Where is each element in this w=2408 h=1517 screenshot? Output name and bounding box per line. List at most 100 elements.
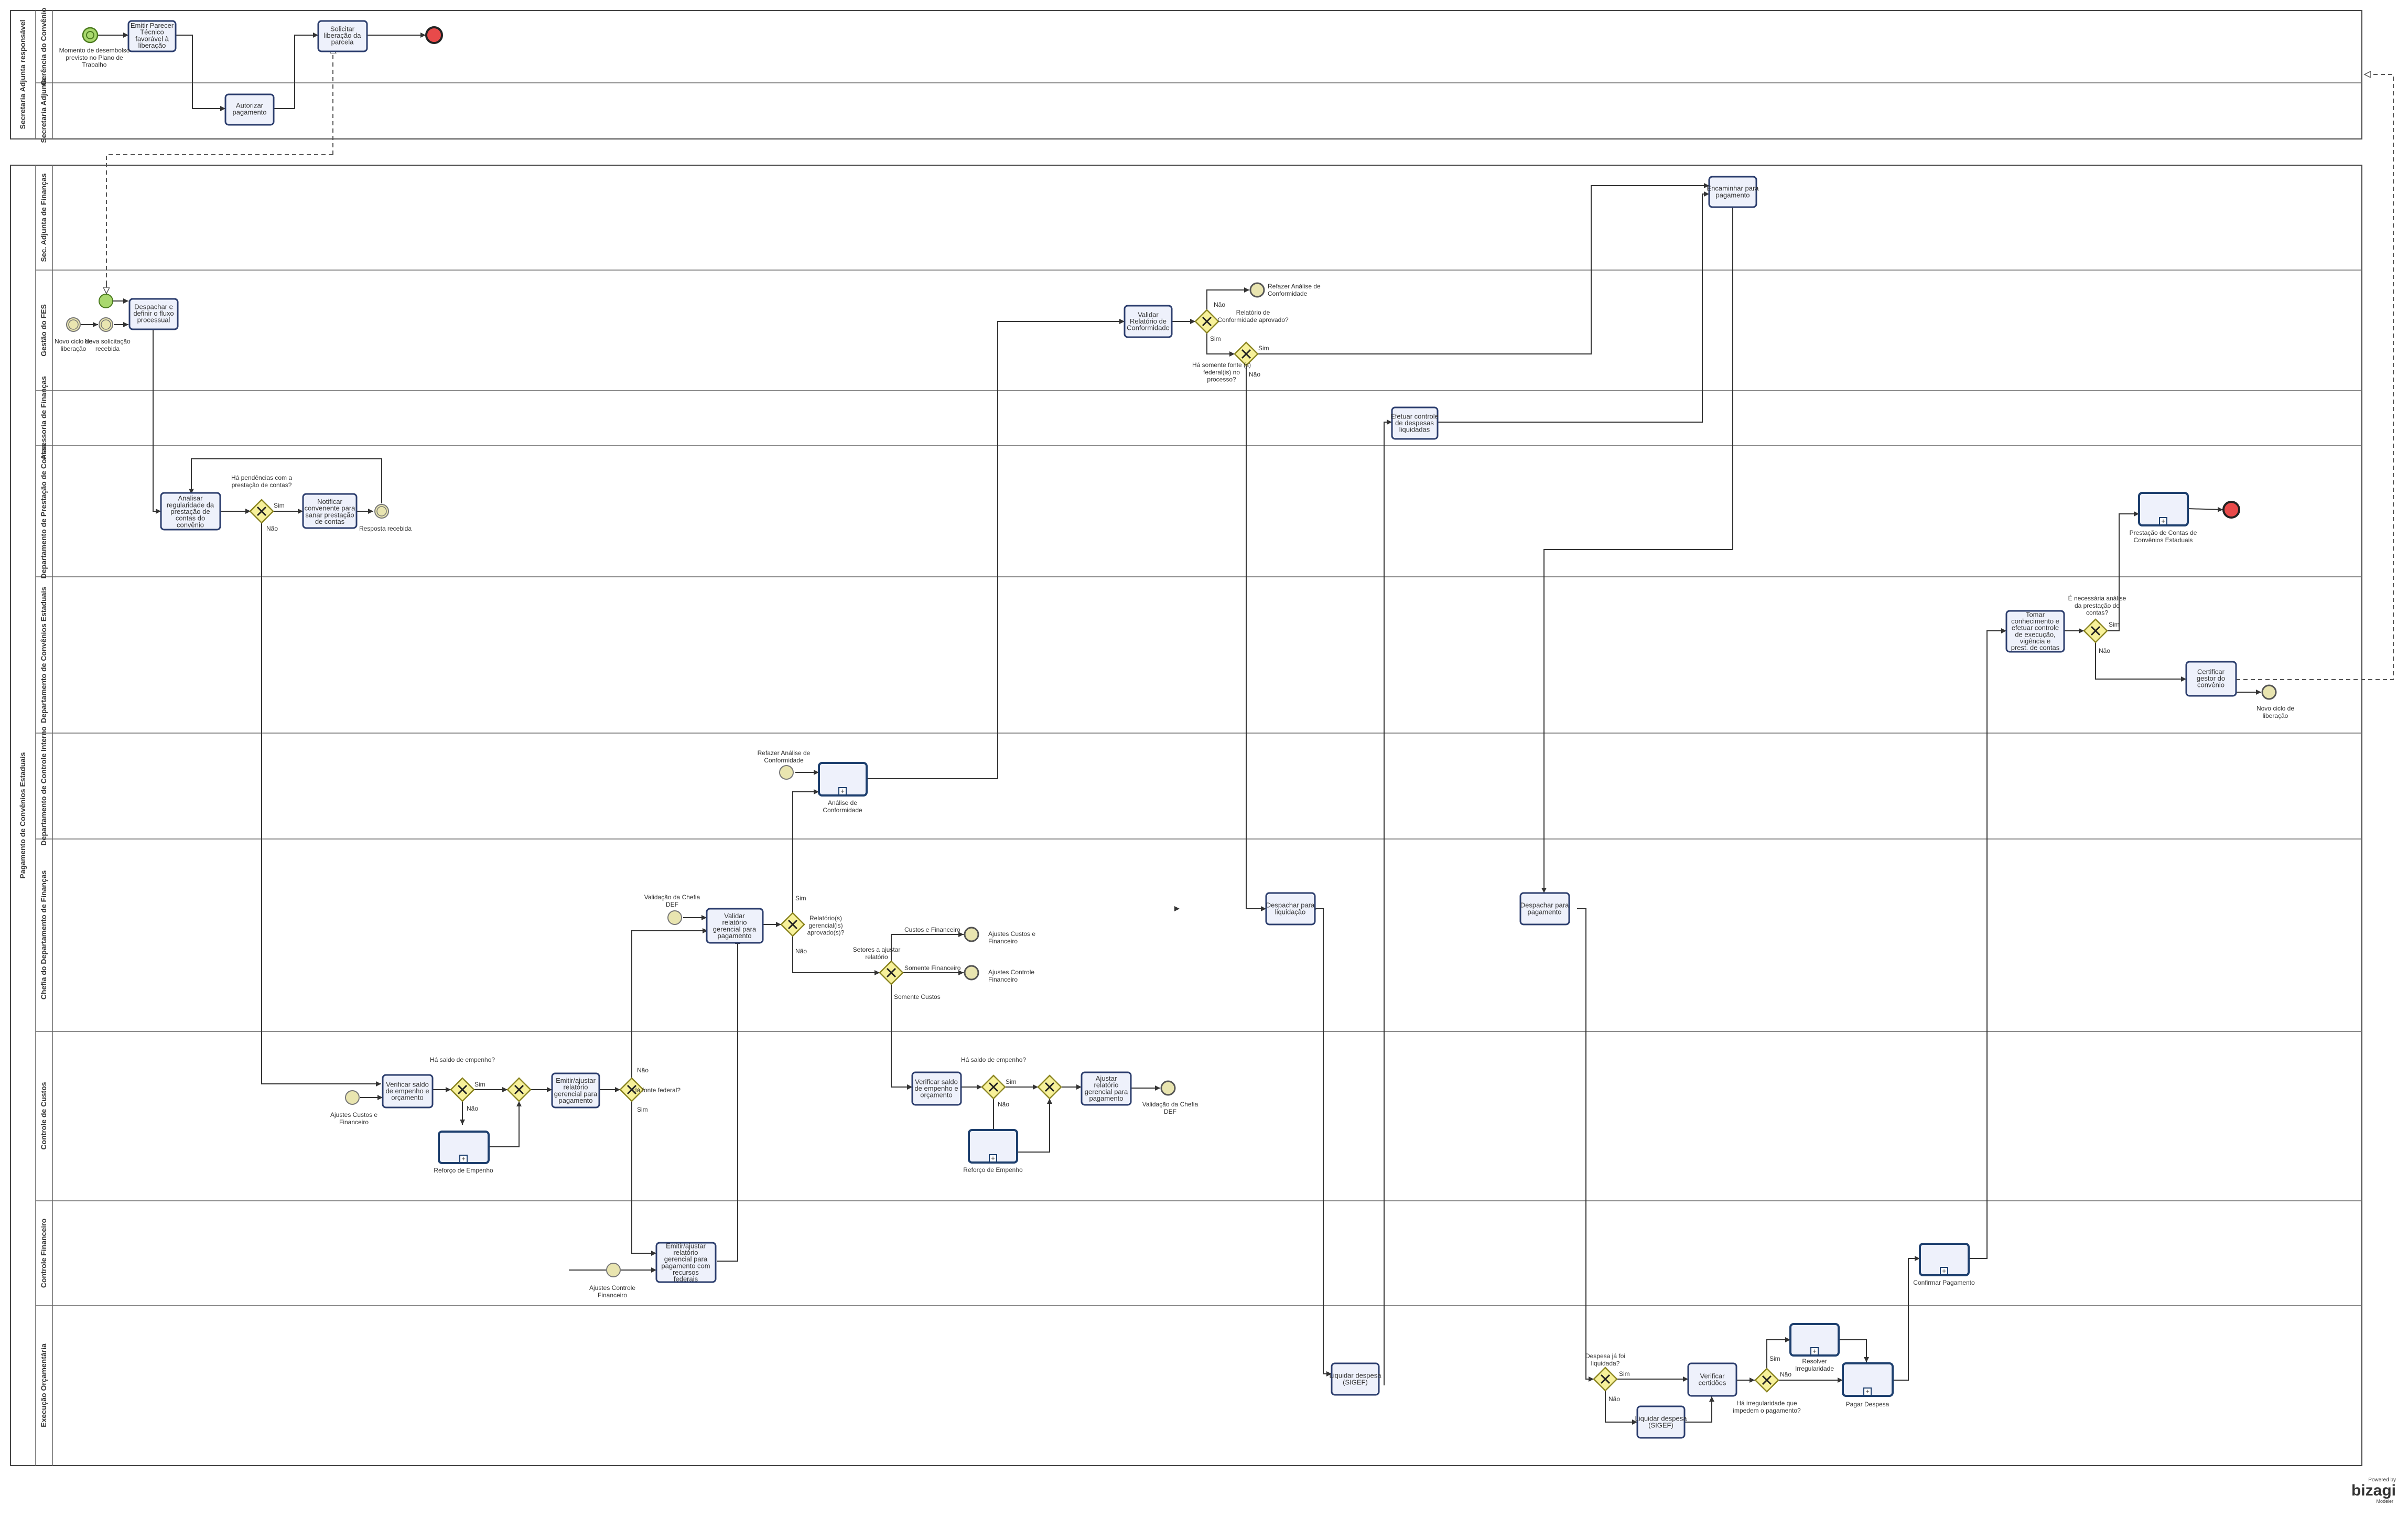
flow-label: Não <box>467 1105 478 1112</box>
lane-label: Assessoria de Finanças <box>39 376 48 460</box>
task-emitir-relatorio-1[interactable]: Emitir/ajustar relatório gerencial para pag… <box>551 1072 600 1109</box>
subprocess-reforco-empenho-1[interactable]: + Reforço de Empenho <box>434 1131 493 1174</box>
svg-text:Liquidar despesa(SIGEF): Liquidar despesa (SIGEF) <box>1635 1415 1687 1429</box>
end-event-validacao-chefia: Validação da Chefia DEF <box>1142 1080 1198 1115</box>
gateway-pendencias: Há pendências com a prestação de contas? <box>231 474 292 524</box>
subprocess-confirmar-pagamento[interactable]: + Confirmar Pagamento <box>1913 1243 1975 1286</box>
start-event-validacao-chefia: Validação da Chefia DEF <box>644 894 700 925</box>
lane-label: Gerência do Convênio <box>39 8 48 86</box>
task-autorizar-pagamento[interactable]: Autorizar pagamento <box>224 93 275 126</box>
pool-secretaria-adjunta: Secretaria Adjunta responsável Gerência … <box>10 8 2362 143</box>
flow-label: Sim <box>474 1081 485 1088</box>
task-emitir-relatorio-federais[interactable]: Emitir/ajustar relatório gerencial para pag… <box>655 1242 717 1283</box>
task-analisar-regularidade[interactable]: Analisar regularidade da prestação de conta… <box>160 492 221 531</box>
end-event-novo-ciclo: Novo ciclo de liberação <box>2256 684 2294 719</box>
svg-text:+: + <box>1812 1347 1817 1355</box>
gateway-irregularidade: Há irregularidade que impedem o pagamento… <box>1733 1368 1801 1414</box>
task-validar-relatorio[interactable]: Validar Relatório de Conformidade <box>1124 305 1173 338</box>
subprocess-pagar-despesa[interactable]: + Pagar Despesa <box>1842 1362 1894 1408</box>
flow-label: Não <box>266 525 278 532</box>
task-encaminhar-pagamento[interactable]: Encaminhar para pagamento <box>1707 176 1759 208</box>
task-liquidar-despesa-2[interactable]: Liquidar despesa (SIGEF) <box>1635 1405 1687 1439</box>
gateway-relatorio-aprovado: Relatório de Conformidade aprovado? <box>1194 309 1289 334</box>
flow-label: Não <box>1780 1371 1791 1378</box>
subprocess-prestacao-contas[interactable]: + Prestação de Contas de Convênios Estadua… <box>2130 492 2197 544</box>
task-efetuar-controle-despesas[interactable]: Efetuar controle de despesas liquidadas <box>1390 406 1439 440</box>
svg-text:Reforço de Empenho: Reforço de Empenho <box>963 1166 1023 1174</box>
svg-text:+: + <box>2161 517 2165 525</box>
sequence-flows <box>78 33 2261 1425</box>
subprocess-resolver-irregularidade[interactable]: + Resolver Irregularidade <box>1789 1323 1840 1372</box>
flow-label: Não <box>1608 1395 1620 1403</box>
tasks: Emitir Parecer Técnico favorável à liberaçã… <box>127 20 2237 1439</box>
task-liquidar-despesa-1[interactable]: Liquidar despesa (SIGEF) <box>1329 1362 1381 1396</box>
task-ajustar-relatorio[interactable]: Ajustar relatório gerencial para pagamento <box>1081 1071 1132 1106</box>
task-verificar-saldo-1[interactable]: Verificar saldo de empenho e orçamento <box>382 1074 434 1109</box>
gateway-merge-2 <box>1037 1074 1062 1100</box>
task-verificar-saldo-2[interactable]: Verificar saldo de empenho e orçamento <box>911 1071 962 1106</box>
task-certificar-gestor[interactable]: Certificar gestor do convênio <box>2185 661 2237 697</box>
subprocess-analise-conformidade[interactable]: + Análise de Conformidade <box>818 762 868 814</box>
task-tomar-conhecimento[interactable]: Tomar conhecimento e efetuar controle de ex… <box>2005 610 2065 653</box>
task-solicitar-liberacao[interactable]: Solicitar liberação da parcela <box>317 20 368 52</box>
message-flows <box>106 47 2394 680</box>
subprocess-reforco-empenho-2[interactable]: + Reforço de Empenho <box>963 1129 1023 1174</box>
flow-label: Sim <box>1769 1355 1780 1362</box>
events: Momento de desembolso previsto no Plano d… <box>55 26 2294 1299</box>
lane-label: Chefia do Departamento de Finanças <box>39 870 48 999</box>
svg-text:Resposta recebida: Resposta recebida <box>359 525 412 532</box>
flow-label: Não <box>795 948 807 955</box>
gateway-necessaria-analise: É necessária análise da prestação de conta… <box>2068 594 2126 643</box>
lane-label: Gestão do FES <box>39 304 48 357</box>
end-event-ajustes-controle: Ajustes Controle Financeiro <box>964 965 1034 983</box>
svg-text:Confirmar Pagamento: Confirmar Pagamento <box>1913 1279 1975 1286</box>
svg-text:Há saldo de empenho?: Há saldo de empenho? <box>430 1056 495 1063</box>
lane-label: Sec. Adjunta de Finanças <box>39 173 48 262</box>
lane-label: Controle Financeiro <box>39 1219 48 1288</box>
flow-label: Somente Custos <box>894 993 941 1000</box>
flow-label: Não <box>998 1101 1009 1108</box>
task-validar-relatorio-gerencial[interactable]: Validar relatório gerencial para pagamento <box>706 908 764 944</box>
svg-text:+: + <box>1865 1387 1870 1395</box>
task-despachar-fluxo[interactable]: Despachar e definir o fluxo processual <box>128 298 179 330</box>
svg-text:+: + <box>991 1154 995 1162</box>
svg-text:Há fonte federal?: Há fonte federal? <box>632 1086 681 1094</box>
gateway-somente-federal: Há somente fonte (s) federal(is) no proces… <box>1192 341 1259 383</box>
task-despachar-pagamento[interactable]: Despachar para pagamento <box>1519 892 1570 926</box>
flow-label: Não <box>637 1067 649 1074</box>
intermediate-event-resposta: Resposta recebida <box>359 504 412 532</box>
flow-labels: Não Sim Sim Não Sim Não Sim Não Sim Não … <box>266 301 2120 1403</box>
end-event-1 <box>425 26 443 44</box>
flow-label: Não <box>1249 371 1260 378</box>
lane-label: Controle de Custos <box>39 1082 48 1149</box>
svg-text:Powered by: Powered by <box>2368 1477 2396 1483</box>
task-verificar-certidoes[interactable]: Verificar certidões <box>1687 1362 1737 1397</box>
task-despachar-liquidacao[interactable]: Despachar para liquidação <box>1265 892 1316 926</box>
flow-label: Sim <box>1258 345 1269 352</box>
task-notificar-convenente[interactable]: Notificar convenente para sanar prestação d… <box>302 493 358 529</box>
task-emitir-parecer[interactable]: Emitir Parecer Técnico favorável à liberaçã… <box>127 20 177 52</box>
start-event-momento-desembolso: Momento de desembolso previsto no Plano d… <box>59 27 130 69</box>
intermediate-event-novo-ciclo: Novo ciclo de liberação <box>55 317 92 352</box>
